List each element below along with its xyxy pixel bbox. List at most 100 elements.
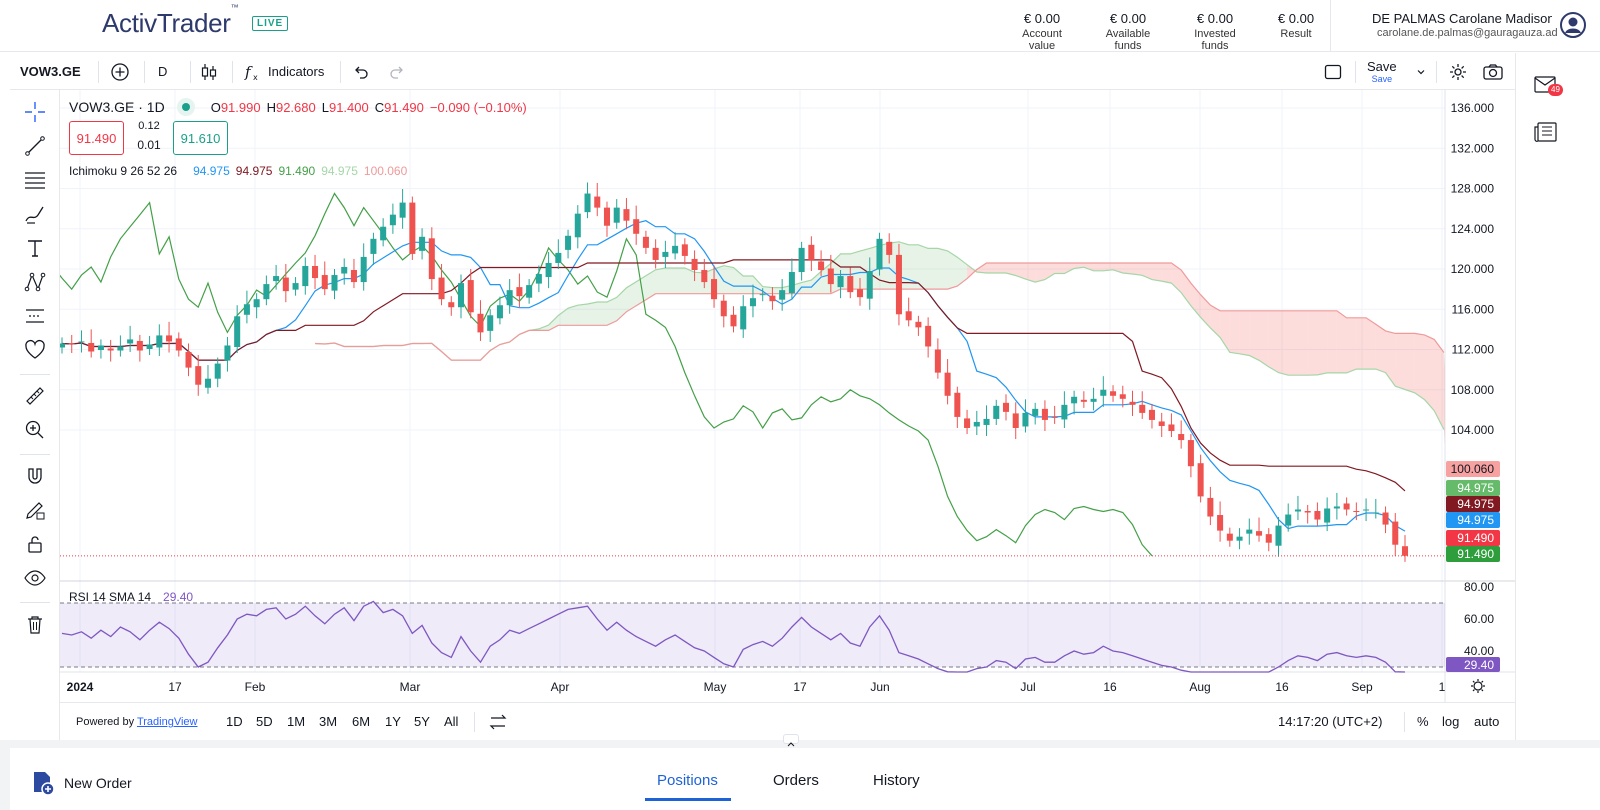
price-tick-label: 104.000 [1451,423,1495,437]
draw-mode-tool[interactable] [23,498,47,522]
candle-body [360,256,367,283]
buy-button[interactable]: 91.610 [173,121,228,155]
ichimoku-label: Ichimoku 9 26 52 26 [69,164,178,178]
spread-display: 0.12 0.01 [132,120,166,152]
lock-drawings-tool[interactable] [23,532,47,556]
chevron-up-icon [787,742,795,747]
invested-funds-value: € 0.00 [1196,11,1234,26]
brush-tool[interactable] [23,202,47,226]
new-order-button[interactable]: New Order [30,770,132,796]
tradingview-link[interactable]: TradingView [136,716,198,728]
candle-body [1392,521,1399,545]
chart-type-button[interactable] [200,53,218,90]
undo-button[interactable] [352,53,370,90]
compare-symbol-button[interactable] [110,53,130,90]
save-button[interactable]: Save Save [1367,53,1397,90]
favorites-tool[interactable] [23,338,47,362]
percent-scale-toggle[interactable]: % [1417,714,1429,729]
magnet-tool[interactable] [23,464,47,488]
candle-body [1275,525,1282,546]
range-1m[interactable]: 1M [287,714,306,729]
candle-body [107,348,114,351]
measure-tool[interactable] [23,384,47,408]
available-funds-stat: € 0.00 Available funds [1092,11,1164,52]
interval-button[interactable]: D [158,64,168,79]
sell-button[interactable]: 91.490 [69,121,124,155]
messages-button[interactable]: 49 [1534,75,1563,100]
cloud-segment [1122,262,1133,275]
tab-history[interactable]: History [873,772,920,789]
text-tool[interactable] [23,236,47,260]
save-menu-button[interactable] [1416,53,1426,90]
span-b-value: 100.060 [363,164,408,178]
range-3m[interactable]: 3M [319,714,338,729]
pattern-tool[interactable] [23,270,47,294]
remove-drawings-tool[interactable] [23,612,47,636]
range-5d[interactable]: 5D [256,714,273,729]
candle-body [1032,408,1039,416]
user-avatar-icon[interactable] [1560,12,1586,38]
auto-scale-toggle[interactable]: auto [1474,714,1500,729]
price-tick-label: 128.000 [1451,182,1495,196]
goto-date-button[interactable] [488,712,508,737]
cloud-segment [1278,310,1289,376]
ohlc-low: L91.400 [321,99,369,115]
orders-panel-content: New Order Positions Orders History [10,748,1600,810]
span-a-value: 94.975 [321,164,358,178]
candle-body [78,341,85,343]
cloud-segment [967,264,977,279]
eye-icon [24,570,46,586]
cloud-segment [1190,283,1201,318]
price-label-text: 91.490 [1457,547,1494,561]
gear-icon [1450,63,1466,80]
rsi-legend[interactable]: RSI 14 SMA 14 29.40 [69,590,193,604]
news-button[interactable] [1534,121,1558,148]
range-1d[interactable]: 1D [226,714,243,729]
forecast-tool[interactable] [23,304,47,328]
cloud-segment [918,244,929,290]
account-value-stat: € 0.00 Account value [1009,11,1075,52]
tab-positions[interactable]: Positions [657,772,718,789]
screenshot-button[interactable] [1482,53,1504,90]
range-6m[interactable]: 6M [352,714,371,729]
chart-axes: 136.000 132.000 128.000 124.000 120.000 116.0… [67,101,1495,694]
top-header: ActivTrader™ LIVE € 0.00 Account value €… [0,0,1600,52]
candle-body [1304,511,1311,513]
candle-body [788,272,795,294]
candle-body [993,405,1000,419]
cloud-segment [762,286,773,294]
fullscreen-button[interactable] [1323,53,1343,90]
cloud-segment [1259,310,1269,367]
symbol-search[interactable]: VOW3.GE [20,64,81,79]
hide-drawings-tool[interactable] [23,566,47,590]
clock-timezone[interactable]: 14:17:20 (UTC+2) [1278,714,1383,729]
candle-body [535,274,542,284]
notification-count-badge: 49 [1548,84,1563,96]
candle-body [866,271,873,299]
ichimoku-legend[interactable]: Ichimoku 9 26 52 26 94.975 94.975 91.490… [69,164,407,178]
redo-button[interactable] [388,53,406,90]
crosshair-tool[interactable] [23,100,47,124]
toolbar-divider [144,61,145,83]
range-1y[interactable]: 1Y [385,714,401,729]
candle-body [1294,509,1301,512]
range-5y[interactable]: 5Y [414,714,430,729]
magnet-icon [28,468,42,484]
panel-toggle[interactable] [783,734,799,747]
trend-line-tool[interactable] [23,134,47,158]
log-scale-toggle[interactable]: log [1442,714,1460,729]
user-name[interactable]: DE PALMAS Carolane Madison 5…ac [1372,11,1552,26]
price-change: −0.090 (−0.10%) [429,99,527,115]
new-order-label: New Order [64,775,132,791]
tab-orders[interactable]: Orders [773,772,819,789]
cloud-segment [1317,310,1328,375]
candle-body [555,252,562,263]
horizontal-lines-tool[interactable] [23,168,47,192]
zoom-tool[interactable] [23,418,47,442]
settings-button[interactable] [1448,53,1468,90]
price-chart[interactable]: 136.000 132.000 128.000 124.000 120.000 116.0… [60,90,1515,702]
activtrader-logo[interactable]: ActivTrader™ [102,3,239,38]
candle-body [973,421,980,427]
range-all[interactable]: All [444,714,459,729]
